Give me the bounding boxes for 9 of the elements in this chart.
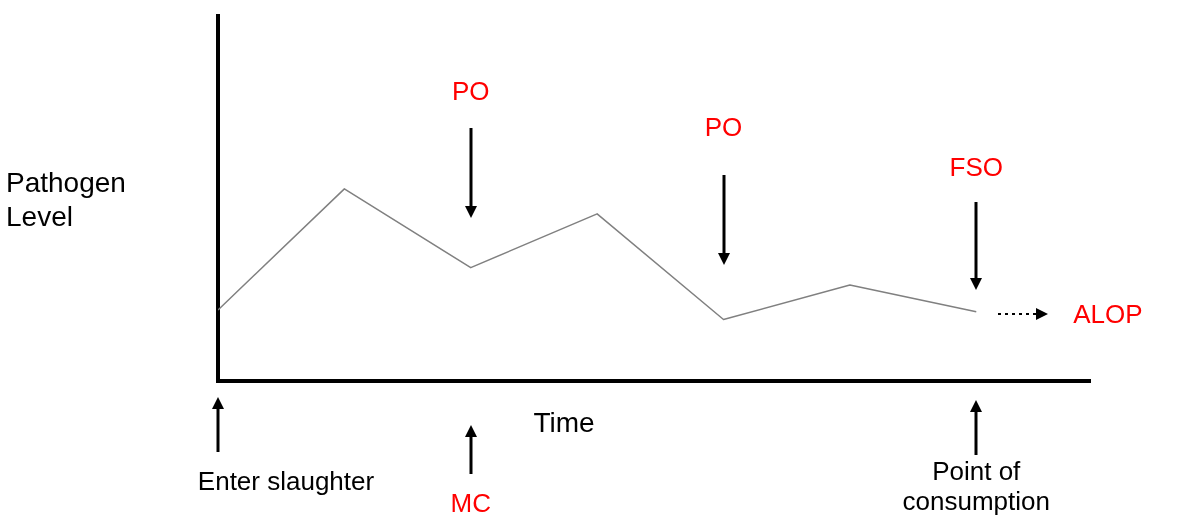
text: Enter slaughter — [197, 466, 375, 496]
text: MC — [450, 488, 491, 518]
text: PO — [704, 112, 743, 142]
annotation: ALOP — [1073, 298, 1143, 329]
x-axis-title: Time — [533, 406, 595, 440]
text: Point of consumption — [901, 456, 1051, 516]
text: FSO — [949, 152, 1003, 182]
y-axis-title: Pathogen Level — [6, 166, 127, 234]
text: PO — [451, 76, 490, 106]
